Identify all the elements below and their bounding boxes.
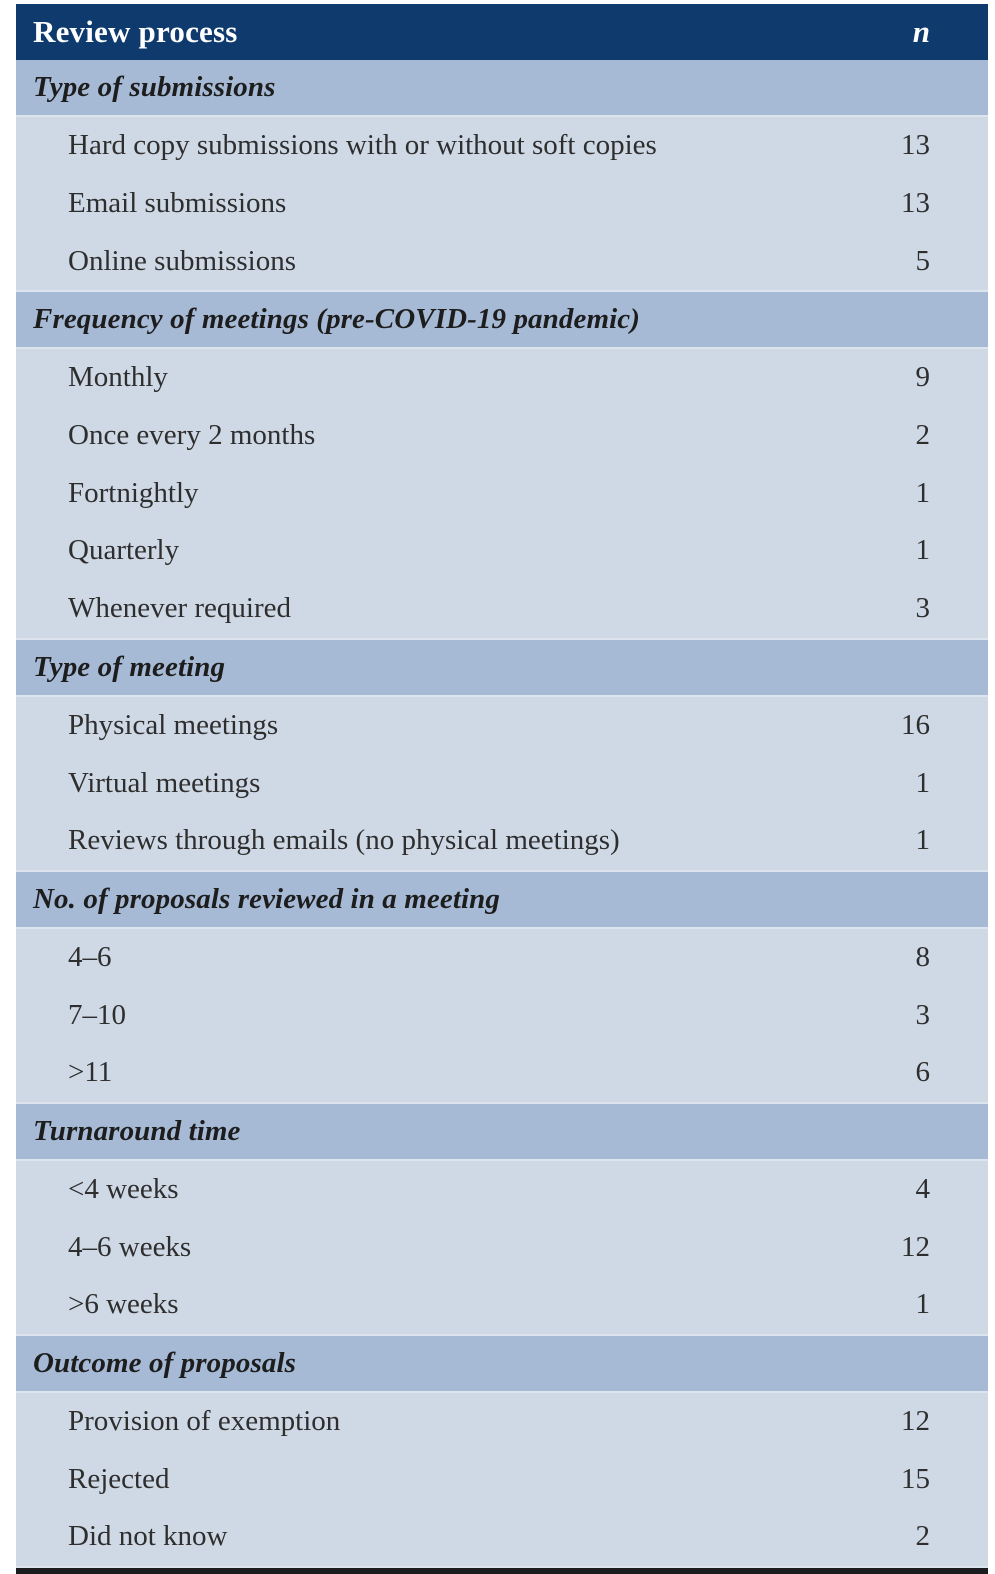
table-row: Online submissions 5 (16, 232, 988, 290)
row-label: Monthly (68, 361, 168, 394)
row-label: 4–6 (68, 940, 112, 973)
row-count: 1 (915, 476, 931, 509)
row-count: 16 (901, 708, 930, 741)
table-row: Provision of exemption 12 (16, 1393, 988, 1451)
table-row: Once every 2 months 2 (16, 407, 988, 465)
rows-group: Hard copy submissions with or without so… (16, 115, 988, 293)
table-row: 4–6 weeks 12 (16, 1218, 988, 1276)
section-title: Frequency of meetings (pre-COVID-19 pand… (33, 303, 640, 336)
row-label: Virtual meetings (68, 766, 261, 799)
table-header-n-column: n (912, 14, 930, 49)
row-label: Rejected (68, 1462, 170, 1495)
table-row: Whenever required 3 (16, 580, 988, 638)
table-row: <4 weeks 4 (16, 1161, 988, 1219)
section-title: Turnaround time (33, 1114, 241, 1147)
table-row: 4–6 8 (16, 929, 988, 987)
rows-group: Provision of exemption 12 Rejected 15 Di… (16, 1390, 988, 1568)
rows-group: Physical meetings 16 Virtual meetings 1 … (16, 694, 988, 872)
row-count: 15 (901, 1462, 930, 1495)
row-label: Quarterly (68, 534, 180, 567)
rows-group: <4 weeks 4 4–6 weeks 12 >6 weeks 1 (16, 1158, 988, 1336)
row-label: Reviews through emails (no physical meet… (68, 824, 620, 857)
row-label: Did not know (68, 1520, 228, 1553)
row-label: Hard copy submissions with or without so… (68, 129, 657, 162)
row-label: Physical meetings (68, 708, 279, 741)
table-header-title: Review process (33, 14, 238, 49)
row-count: 9 (915, 361, 931, 394)
row-count: 12 (901, 1230, 930, 1263)
row-count: 1 (915, 534, 931, 567)
rows-group: Monthly 9 Once every 2 months 2 Fortnigh… (16, 347, 988, 640)
row-label: Whenever required (68, 592, 292, 625)
table-row: Did not know 2 (16, 1508, 988, 1566)
row-label: <4 weeks (68, 1172, 179, 1205)
section-title: Type of meeting (33, 650, 226, 683)
row-label: >6 weeks (68, 1288, 179, 1321)
row-count: 2 (915, 419, 931, 452)
section-header-no-of-proposals: No. of proposals reviewed in a meeting (16, 871, 988, 927)
row-label: 7–10 (68, 998, 126, 1031)
table-row: 7–10 3 (16, 986, 988, 1044)
section-header-type-of-meeting: Type of meeting (16, 639, 988, 695)
section-header-turnaround-time: Turnaround time (16, 1103, 988, 1159)
section-header-type-of-submissions: Type of submissions (16, 60, 988, 115)
table-row: Reviews through emails (no physical meet… (16, 812, 988, 870)
row-label: Provision of exemption (68, 1405, 341, 1438)
row-count: 5 (915, 244, 931, 277)
rows-group: 4–6 8 7–10 3 >11 6 (16, 926, 988, 1104)
section-title: Type of submissions (33, 71, 276, 103)
row-label: Fortnightly (68, 476, 199, 509)
row-count: 6 (915, 1056, 931, 1089)
row-label: 4–6 weeks (68, 1230, 192, 1263)
table-row: Email submissions 13 (16, 175, 988, 233)
table-row: >6 weeks 1 (16, 1276, 988, 1334)
table-row: Quarterly 1 (16, 522, 988, 580)
row-count: 1 (915, 766, 931, 799)
row-count: 4 (915, 1172, 931, 1205)
row-label: Online submissions (68, 244, 296, 277)
row-count: 8 (915, 940, 931, 973)
row-label: Once every 2 months (68, 419, 316, 452)
row-count: 3 (915, 592, 931, 625)
section-header-outcome-of-proposals: Outcome of proposals (16, 1335, 988, 1391)
row-label: Email submissions (68, 187, 287, 220)
table-row: Fortnightly 1 (16, 464, 988, 522)
row-count: 1 (915, 824, 931, 857)
review-process-table: Review process n Type of submissions Har… (16, 4, 988, 1574)
section-title: No. of proposals reviewed in a meeting (33, 882, 500, 915)
table-row: >11 6 (16, 1044, 988, 1102)
row-count: 3 (915, 998, 931, 1031)
table-row: Rejected 15 (16, 1450, 988, 1508)
table-bottom-rule (16, 1567, 988, 1574)
row-count: 2 (915, 1520, 931, 1553)
section-title: Outcome of proposals (33, 1346, 296, 1379)
row-count: 13 (901, 187, 930, 220)
table-row: Monthly 9 (16, 349, 988, 407)
table-header-row: Review process n (16, 4, 988, 60)
table-row: Hard copy submissions with or without so… (16, 117, 988, 175)
table-row: Virtual meetings 1 (16, 754, 988, 812)
row-count: 12 (901, 1405, 930, 1438)
row-count: 13 (901, 129, 930, 162)
row-label: >11 (68, 1056, 113, 1089)
table-row: Physical meetings 16 (16, 697, 988, 755)
row-count: 1 (915, 1288, 931, 1321)
section-header-frequency-of-meetings: Frequency of meetings (pre-COVID-19 pand… (16, 292, 988, 348)
